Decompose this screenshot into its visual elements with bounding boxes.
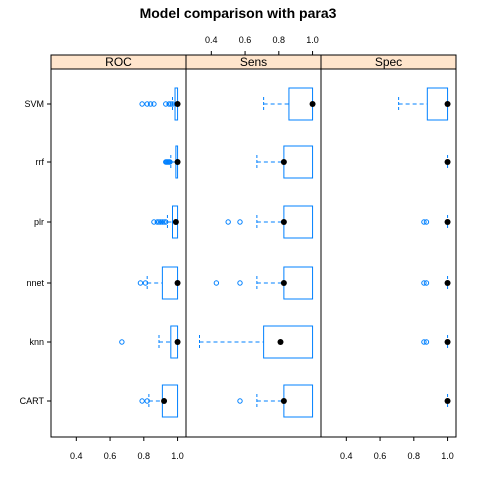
box-iqr — [284, 385, 313, 417]
median-point — [445, 280, 451, 286]
box-roc-knn — [120, 326, 181, 358]
box-spec-rrf — [445, 155, 451, 169]
median-point — [445, 398, 451, 404]
tick-label: 1.0 — [171, 451, 184, 461]
strip-label-sens: Sens — [240, 55, 267, 69]
panel-frame-sens — [186, 69, 321, 437]
box-spec-nnet — [422, 276, 451, 290]
panel-frame-spec — [321, 69, 456, 437]
median-point — [445, 219, 451, 225]
category-label-cart: CART — [20, 396, 45, 406]
tick-label: 1.0 — [441, 451, 454, 461]
panels-group: ROC 0.4 0.6 0.8 1.0 Sens 0.4 0.6 0.8 1.0 Spec 0.4 0.… — [20, 35, 456, 461]
median-point — [445, 339, 451, 345]
box-roc-plr — [152, 206, 179, 238]
outlier-point — [140, 102, 144, 106]
box-spec-cart — [445, 394, 451, 408]
box-iqr — [289, 88, 313, 120]
median-point — [445, 159, 451, 165]
category-label-nnet: nnet — [26, 278, 44, 288]
median-point — [445, 101, 451, 107]
box-iqr — [284, 267, 313, 299]
median-point — [173, 219, 179, 225]
box-iqr — [264, 326, 313, 358]
median-point — [281, 398, 287, 404]
box-sens-svm — [264, 88, 316, 120]
box-roc-rrf — [164, 146, 181, 178]
tick-label: 0.6 — [104, 451, 117, 461]
box-spec-plr — [422, 215, 451, 229]
box-sens-cart — [238, 385, 313, 417]
chart-title: Model comparison with para3 — [140, 5, 337, 21]
tick-label: 0.6 — [374, 451, 387, 461]
box-iqr — [284, 206, 313, 238]
panel-frame-roc — [51, 69, 186, 437]
tick-label: 0.8 — [408, 451, 421, 461]
tick-label: 0.4 — [340, 451, 353, 461]
outlier-point — [140, 399, 144, 403]
median-point — [281, 159, 287, 165]
panel-spec: Spec 0.4 0.6 0.8 1.0 — [321, 55, 456, 461]
category-label-plr: plr — [34, 217, 44, 227]
outlier-point — [120, 340, 124, 344]
category-label-knn: knn — [29, 337, 44, 347]
tick-label: 0.4 — [70, 451, 83, 461]
box-spec-svm — [399, 88, 451, 120]
median-point — [278, 339, 284, 345]
box-roc-svm — [140, 88, 181, 120]
box-sens-nnet — [214, 267, 312, 299]
panel-sens: Sens 0.4 0.6 0.8 1.0 — [186, 35, 321, 437]
box-sens-rrf — [257, 146, 313, 178]
box-iqr — [427, 88, 447, 120]
strip-label-spec: Spec — [375, 55, 402, 69]
median-point — [281, 280, 287, 286]
tick-label: 0.8 — [138, 451, 151, 461]
tick-label: 1.0 — [306, 35, 319, 45]
median-point — [175, 159, 181, 165]
tick-label: 0.4 — [205, 35, 218, 45]
box-spec-knn — [422, 335, 451, 349]
category-label-rrf: rrf — [36, 157, 45, 167]
box-roc-cart — [140, 385, 178, 417]
outlier-point — [238, 220, 242, 224]
outlier-point — [226, 220, 230, 224]
median-point — [161, 398, 167, 404]
median-point — [281, 219, 287, 225]
tick-label: 0.8 — [273, 35, 286, 45]
outlier-point — [238, 281, 242, 285]
median-point — [175, 339, 181, 345]
category-label-svm: SVM — [24, 99, 44, 109]
box-sens-plr — [226, 206, 313, 238]
strip-label-roc: ROC — [105, 55, 132, 69]
median-point — [175, 280, 181, 286]
outlier-point — [238, 399, 242, 403]
box-roc-nnet — [138, 267, 180, 299]
outlier-point — [214, 281, 218, 285]
panel-roc: ROC 0.4 0.6 0.8 1.0 — [51, 55, 186, 461]
median-point — [310, 101, 316, 107]
median-point — [175, 101, 181, 107]
box-iqr — [284, 146, 313, 178]
box-sens-knn — [200, 326, 313, 358]
tick-label: 0.6 — [239, 35, 252, 45]
outlier-point — [138, 281, 142, 285]
